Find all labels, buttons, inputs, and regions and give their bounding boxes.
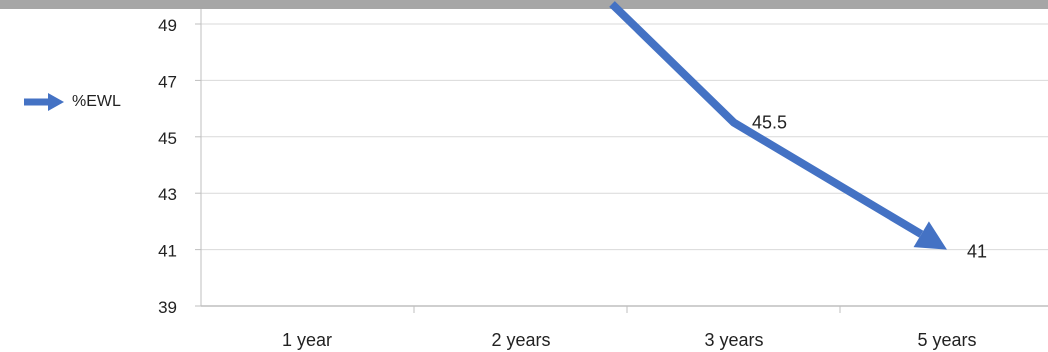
data-labels: 45.5 41 xyxy=(752,113,987,262)
x-tick-label: 2 years xyxy=(491,330,550,350)
x-tick-label: 1 year xyxy=(282,330,332,350)
y-tick-label: 45 xyxy=(158,129,177,148)
legend-label: %EWL xyxy=(72,93,121,110)
gridlines xyxy=(201,23,1048,251)
axes xyxy=(195,9,1048,313)
legend-arrow-icon xyxy=(24,93,64,111)
series-lines xyxy=(609,1,947,250)
top-border xyxy=(0,0,1048,9)
y-tick-label: 41 xyxy=(158,242,177,261)
x-tick-label: 5 years xyxy=(917,330,976,350)
x-tick-labels: 1 year 2 years 3 years 5 years xyxy=(282,330,977,350)
legend: %EWL xyxy=(22,90,121,114)
y-tick-label: 49 xyxy=(158,16,177,35)
x-tick-label: 3 years xyxy=(704,330,763,350)
series-line xyxy=(609,1,924,238)
data-label: 41 xyxy=(967,242,987,262)
y-tick-labels: 39 41 43 45 47 49 xyxy=(158,16,177,317)
y-tick-label: 43 xyxy=(158,185,177,204)
series-arrowhead xyxy=(913,221,947,250)
y-tick-label: 47 xyxy=(158,72,177,91)
y-tick-label: 39 xyxy=(158,298,177,317)
data-label: 45.5 xyxy=(752,113,787,133)
